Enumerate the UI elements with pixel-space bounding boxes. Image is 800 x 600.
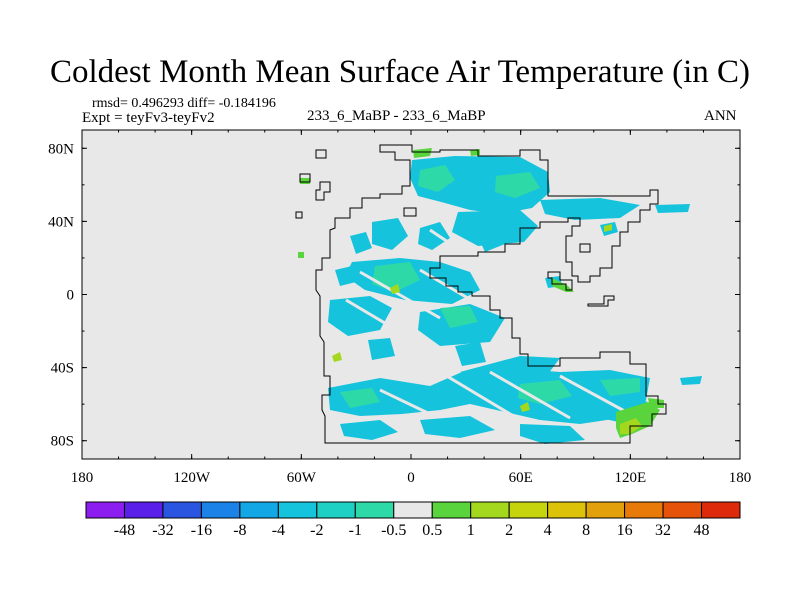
colorbar-label: -8 — [233, 522, 246, 539]
x-tick-label: 180 — [71, 470, 94, 486]
colorbar-box — [508, 501, 549, 519]
axes: 180 120W 60W 0 60E 120E 180 80N 40N 0 40S 80S — [48, 130, 751, 486]
colorbar: -48 -32 -16 -8 -4 -2 -1 -0.5 0.5 1 2 4 8 16 32 48 — [85, 501, 741, 539]
case-label: 233_6_MaBP - 233_6_MaBP — [307, 108, 486, 124]
colorbar-label: -32 — [152, 522, 173, 539]
coastline — [295, 144, 667, 444]
season-label: ANN — [704, 108, 737, 124]
map-title: Coldest Month Mean Surface Air Temperatu… — [50, 54, 750, 90]
colorbar-label: 1 — [467, 522, 475, 539]
y-tick-label: 80S — [51, 434, 74, 450]
x-tick-label: 0 — [407, 470, 415, 486]
colorbar-label: 32 — [655, 522, 671, 539]
colorbar-box — [662, 501, 703, 519]
y-tick-label: 0 — [67, 288, 75, 304]
x-tick-label: 180 — [729, 470, 752, 486]
anomaly-field — [298, 148, 702, 444]
colorbar-box — [162, 501, 202, 519]
y-tick-label: 80N — [48, 141, 74, 157]
colorbar-label: 48 — [694, 522, 710, 539]
colorbar-box — [431, 501, 472, 519]
x-tick-label: 120W — [173, 470, 211, 486]
colorbar-box — [701, 501, 741, 519]
colorbar-label: 16 — [617, 522, 633, 539]
colorbar-label: -0.5 — [381, 522, 406, 539]
colorbar-box — [470, 501, 510, 519]
colorbar-box — [547, 501, 587, 519]
colorbar-label: -16 — [191, 522, 212, 539]
colorbar-label: 4 — [544, 522, 552, 539]
colorbar-box — [200, 501, 241, 519]
y-tick-label: 40S — [51, 361, 74, 377]
colorbar-box — [277, 501, 318, 519]
colorbar-label: -2 — [310, 522, 323, 539]
colorbar-label: 8 — [582, 522, 590, 539]
stats-text: rmsd= 0.496293 diff= -0.184196 — [92, 96, 276, 111]
colorbar-label: -48 — [114, 522, 135, 539]
colorbar-label: 2 — [505, 522, 513, 539]
colorbar-box — [316, 501, 356, 519]
colorbar-box — [239, 501, 279, 519]
colorbar-box — [393, 501, 433, 519]
experiment-label: Expt = teyFv3-teyFv2 — [82, 110, 215, 126]
teal-patches — [340, 165, 640, 408]
colorbar-box — [585, 501, 626, 519]
colorbar-label: 0.5 — [422, 522, 442, 539]
x-tick-label: 120E — [614, 470, 646, 486]
colorbar-box — [85, 501, 125, 519]
colorbar-box — [354, 501, 395, 519]
colorbar-label: -1 — [349, 522, 362, 539]
colorbar-label: -4 — [272, 522, 285, 539]
colorbar-box — [123, 501, 164, 519]
y-tick-label: 40N — [48, 214, 74, 230]
colorbar-box — [624, 501, 664, 519]
x-tick-label: 60W — [287, 470, 317, 486]
x-tick-label: 60E — [509, 470, 533, 486]
